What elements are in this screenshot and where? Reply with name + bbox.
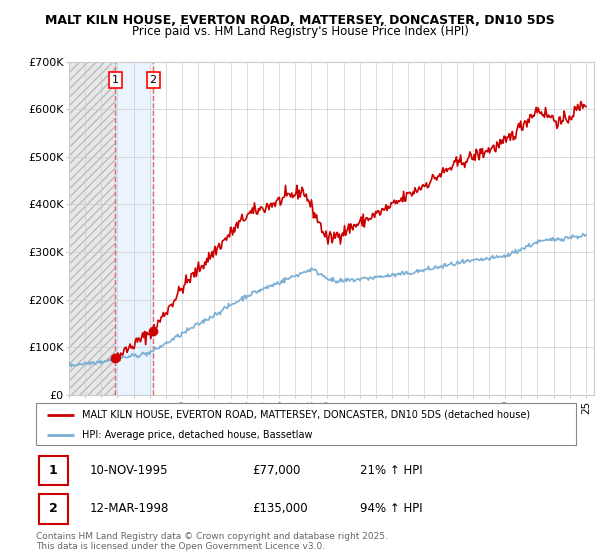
Text: 2: 2 bbox=[149, 75, 157, 85]
FancyBboxPatch shape bbox=[39, 456, 68, 486]
Bar bbox=[69, 62, 115, 395]
Text: Contains HM Land Registry data © Crown copyright and database right 2025.
This d: Contains HM Land Registry data © Crown c… bbox=[36, 532, 388, 552]
Text: MALT KILN HOUSE, EVERTON ROAD, MATTERSEY, DONCASTER, DN10 5DS (detached house): MALT KILN HOUSE, EVERTON ROAD, MATTERSEY… bbox=[82, 410, 530, 420]
Text: 94% ↑ HPI: 94% ↑ HPI bbox=[360, 502, 422, 515]
Text: 21% ↑ HPI: 21% ↑ HPI bbox=[360, 464, 422, 477]
Text: Price paid vs. HM Land Registry's House Price Index (HPI): Price paid vs. HM Land Registry's House … bbox=[131, 25, 469, 38]
Text: 2: 2 bbox=[49, 502, 58, 515]
Bar bbox=[69, 62, 115, 395]
FancyBboxPatch shape bbox=[39, 494, 68, 524]
Text: HPI: Average price, detached house, Bassetlaw: HPI: Average price, detached house, Bass… bbox=[82, 430, 313, 440]
FancyBboxPatch shape bbox=[36, 403, 576, 445]
Text: 10-NOV-1995: 10-NOV-1995 bbox=[90, 464, 169, 477]
Text: £135,000: £135,000 bbox=[252, 502, 308, 515]
Text: MALT KILN HOUSE, EVERTON ROAD, MATTERSEY, DONCASTER, DN10 5DS: MALT KILN HOUSE, EVERTON ROAD, MATTERSEY… bbox=[45, 14, 555, 27]
Text: 1: 1 bbox=[112, 75, 119, 85]
Text: £77,000: £77,000 bbox=[252, 464, 301, 477]
Bar bbox=[115, 62, 153, 395]
Text: 12-MAR-1998: 12-MAR-1998 bbox=[90, 502, 169, 515]
Text: 1: 1 bbox=[49, 464, 58, 477]
